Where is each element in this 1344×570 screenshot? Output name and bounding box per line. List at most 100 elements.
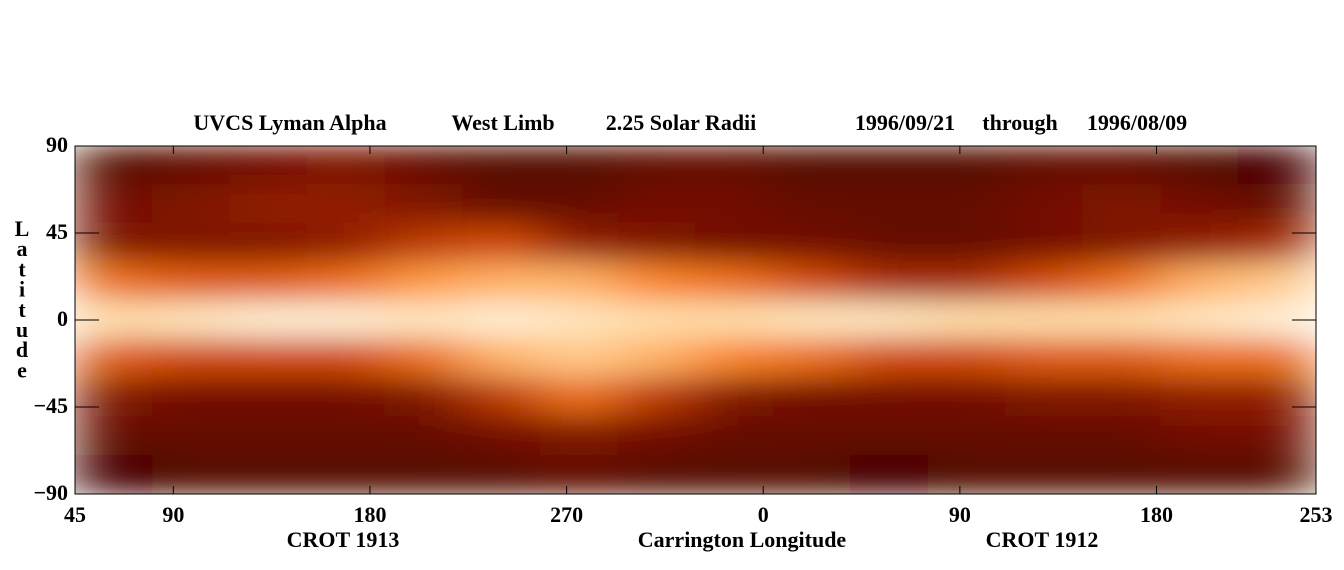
title-part: 1996/08/09 <box>1087 110 1187 135</box>
heat-cell <box>539 416 619 456</box>
heat-cell <box>1082 338 1162 379</box>
heat-cell <box>229 377 309 418</box>
heat-cell <box>617 416 696 456</box>
heat-cell <box>384 222 464 263</box>
heat-cell <box>695 300 774 340</box>
heat-cell <box>384 377 464 418</box>
heat-cell <box>152 300 231 340</box>
x-tick-label: 45 <box>64 502 86 527</box>
heat-cell <box>539 146 619 186</box>
heat-cell <box>927 416 1007 456</box>
heat-cell <box>617 261 696 302</box>
heat-cell <box>927 377 1007 418</box>
heat-cell <box>539 184 619 224</box>
x-tick-label: 0 <box>758 502 769 527</box>
heat-cell <box>695 146 774 186</box>
heat-cell <box>772 300 852 340</box>
heat-cell <box>1005 261 1084 302</box>
x-tick-label: 270 <box>550 502 583 527</box>
heat-cell <box>850 338 929 379</box>
heat-cell <box>229 416 309 456</box>
heat-cell <box>229 222 309 263</box>
title-part: 1996/09/21 <box>855 110 955 135</box>
heat-cell <box>1005 184 1084 224</box>
heat-cell <box>384 146 464 186</box>
heat-cell <box>462 338 541 379</box>
heat-cell <box>229 146 309 186</box>
heat-cell <box>152 454 231 494</box>
heat-cell <box>1082 454 1162 494</box>
heat-cell <box>229 261 309 302</box>
heat-cell <box>307 338 386 379</box>
title-part: through <box>982 110 1057 135</box>
heat-cell <box>617 146 696 186</box>
heat-cell <box>1005 454 1084 494</box>
heat-cell <box>229 338 309 379</box>
heat-cell <box>1160 261 1239 302</box>
heat-cell <box>695 377 774 418</box>
heat-cell <box>307 454 386 494</box>
heat-cell <box>384 338 464 379</box>
heat-cell <box>307 146 386 186</box>
heat-cell <box>75 338 154 379</box>
heat-cell <box>462 416 541 456</box>
heat-cell <box>1160 184 1239 224</box>
title-part: UVCS Lyman Alpha <box>193 110 386 135</box>
heat-cell <box>617 454 696 494</box>
heat-cell <box>75 184 154 224</box>
heat-cell <box>539 300 619 340</box>
heat-cell <box>75 261 154 302</box>
heat-cell <box>1237 184 1316 224</box>
heat-cell <box>462 377 541 418</box>
heat-cell <box>772 338 852 379</box>
heat-cell <box>1005 300 1084 340</box>
x-tick-label: 180 <box>1140 502 1173 527</box>
heat-cell <box>772 377 852 418</box>
x-tick-label: 90 <box>162 502 184 527</box>
heat-cell <box>695 184 774 224</box>
plot-area <box>75 146 1316 494</box>
heat-cell <box>927 184 1007 224</box>
heat-cell <box>462 300 541 340</box>
rotation-label: CROT 1913 <box>287 527 400 552</box>
y-tick-label: 0 <box>57 306 68 331</box>
y-tick-label: 90 <box>46 132 68 157</box>
heat-cell <box>772 261 852 302</box>
heat-cell <box>850 261 929 302</box>
heat-cell <box>75 146 154 186</box>
heat-cell <box>462 222 541 263</box>
heat-cell <box>1005 377 1084 418</box>
heat-cell <box>307 416 386 456</box>
heat-cell <box>695 454 774 494</box>
heat-cell <box>695 222 774 263</box>
heat-cell <box>772 416 852 456</box>
heat-cell <box>1237 454 1316 494</box>
heat-cell <box>1082 416 1162 456</box>
heat-cell <box>617 338 696 379</box>
heat-cell <box>1237 146 1316 186</box>
heat-cell <box>152 184 231 224</box>
heat-cell <box>927 261 1007 302</box>
heat-cell <box>152 338 231 379</box>
heat-cell <box>772 146 852 186</box>
heat-cell <box>384 184 464 224</box>
heat-cell <box>307 261 386 302</box>
heat-cell <box>539 454 619 494</box>
heat-cell <box>1160 377 1239 418</box>
heat-cell <box>1160 338 1239 379</box>
heat-cell <box>617 377 696 418</box>
x-tick-label: 90 <box>949 502 971 527</box>
heat-cell <box>1237 338 1316 379</box>
heat-cell <box>927 300 1007 340</box>
heat-cell <box>695 416 774 456</box>
x-tick-label: 180 <box>353 502 386 527</box>
heatmap <box>75 146 1316 494</box>
heat-cell <box>307 222 386 263</box>
heat-cell <box>772 222 852 263</box>
heat-cell <box>617 300 696 340</box>
heat-cell <box>927 146 1007 186</box>
heat-cell <box>539 222 619 263</box>
heat-cell <box>927 338 1007 379</box>
heat-cell <box>307 377 386 418</box>
